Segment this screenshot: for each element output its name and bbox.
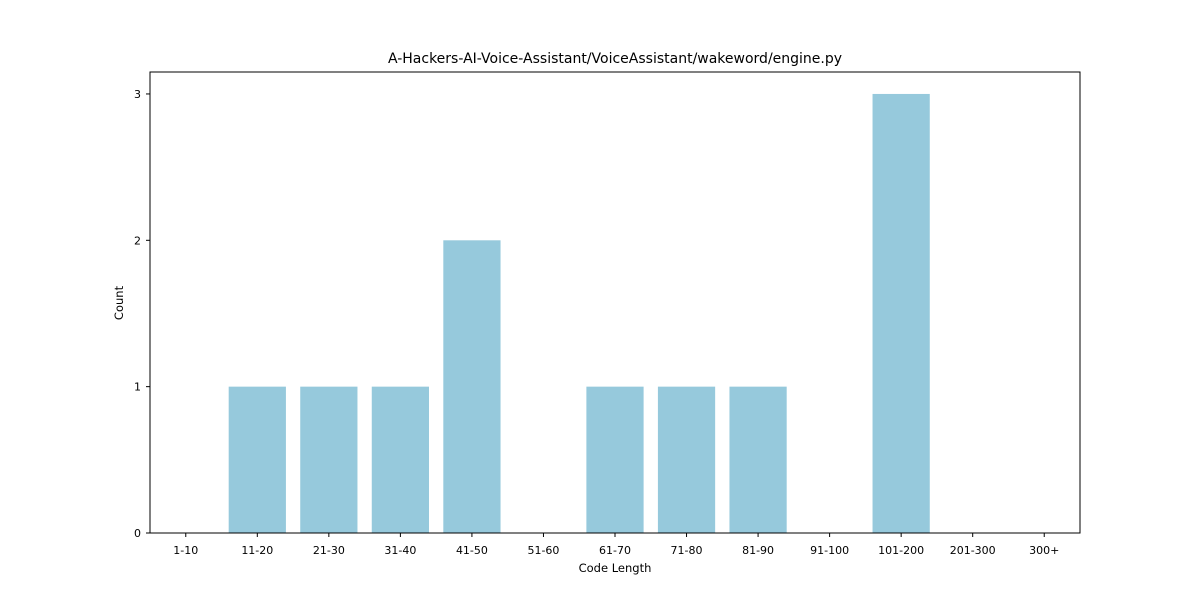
chart-title: A-Hackers-AI-Voice-Assistant/VoiceAssist… <box>388 51 842 67</box>
x-tick-label: 101-200 <box>878 544 924 557</box>
y-axis-ticks: 0 1 2 3 <box>134 88 150 540</box>
bar-101-200 <box>872 93 930 533</box>
y-tick-label: 0 <box>134 527 141 540</box>
x-tick-label: 21-30 <box>313 544 345 557</box>
y-tick-label: 2 <box>134 234 141 247</box>
x-tick-label: 71-80 <box>671 544 703 557</box>
bar-21-30 <box>300 386 358 533</box>
bar-11-20 <box>228 386 286 533</box>
bar-71-80 <box>657 386 716 533</box>
x-axis-ticks: 1-10 11-20 21-30 31-40 41-50 51-60 61-70 71-80 8… <box>173 533 1059 557</box>
bar-81-90 <box>729 386 787 533</box>
y-axis-label: Count <box>112 285 126 320</box>
y-tick-label: 1 <box>134 381 141 394</box>
x-tick-label: 51-60 <box>527 544 559 557</box>
x-tick-label: 41-50 <box>456 544 488 557</box>
bar-41-50 <box>443 240 501 534</box>
x-tick-label: 1-10 <box>173 544 198 557</box>
bars-group <box>228 93 930 534</box>
x-tick-label: 11-20 <box>241 544 273 557</box>
bar-61-70 <box>586 386 644 533</box>
bar-31-40 <box>371 386 429 533</box>
y-tick-label: 3 <box>134 88 141 101</box>
x-tick-label: 201-300 <box>950 544 996 557</box>
x-tick-label: 61-70 <box>599 544 631 557</box>
x-tick-label: 91-100 <box>810 544 849 557</box>
x-tick-label: 31-40 <box>384 544 416 557</box>
x-tick-label: 81-90 <box>742 544 774 557</box>
x-axis-label: Code Length <box>579 561 652 575</box>
x-tick-label: 300+ <box>1029 544 1059 557</box>
